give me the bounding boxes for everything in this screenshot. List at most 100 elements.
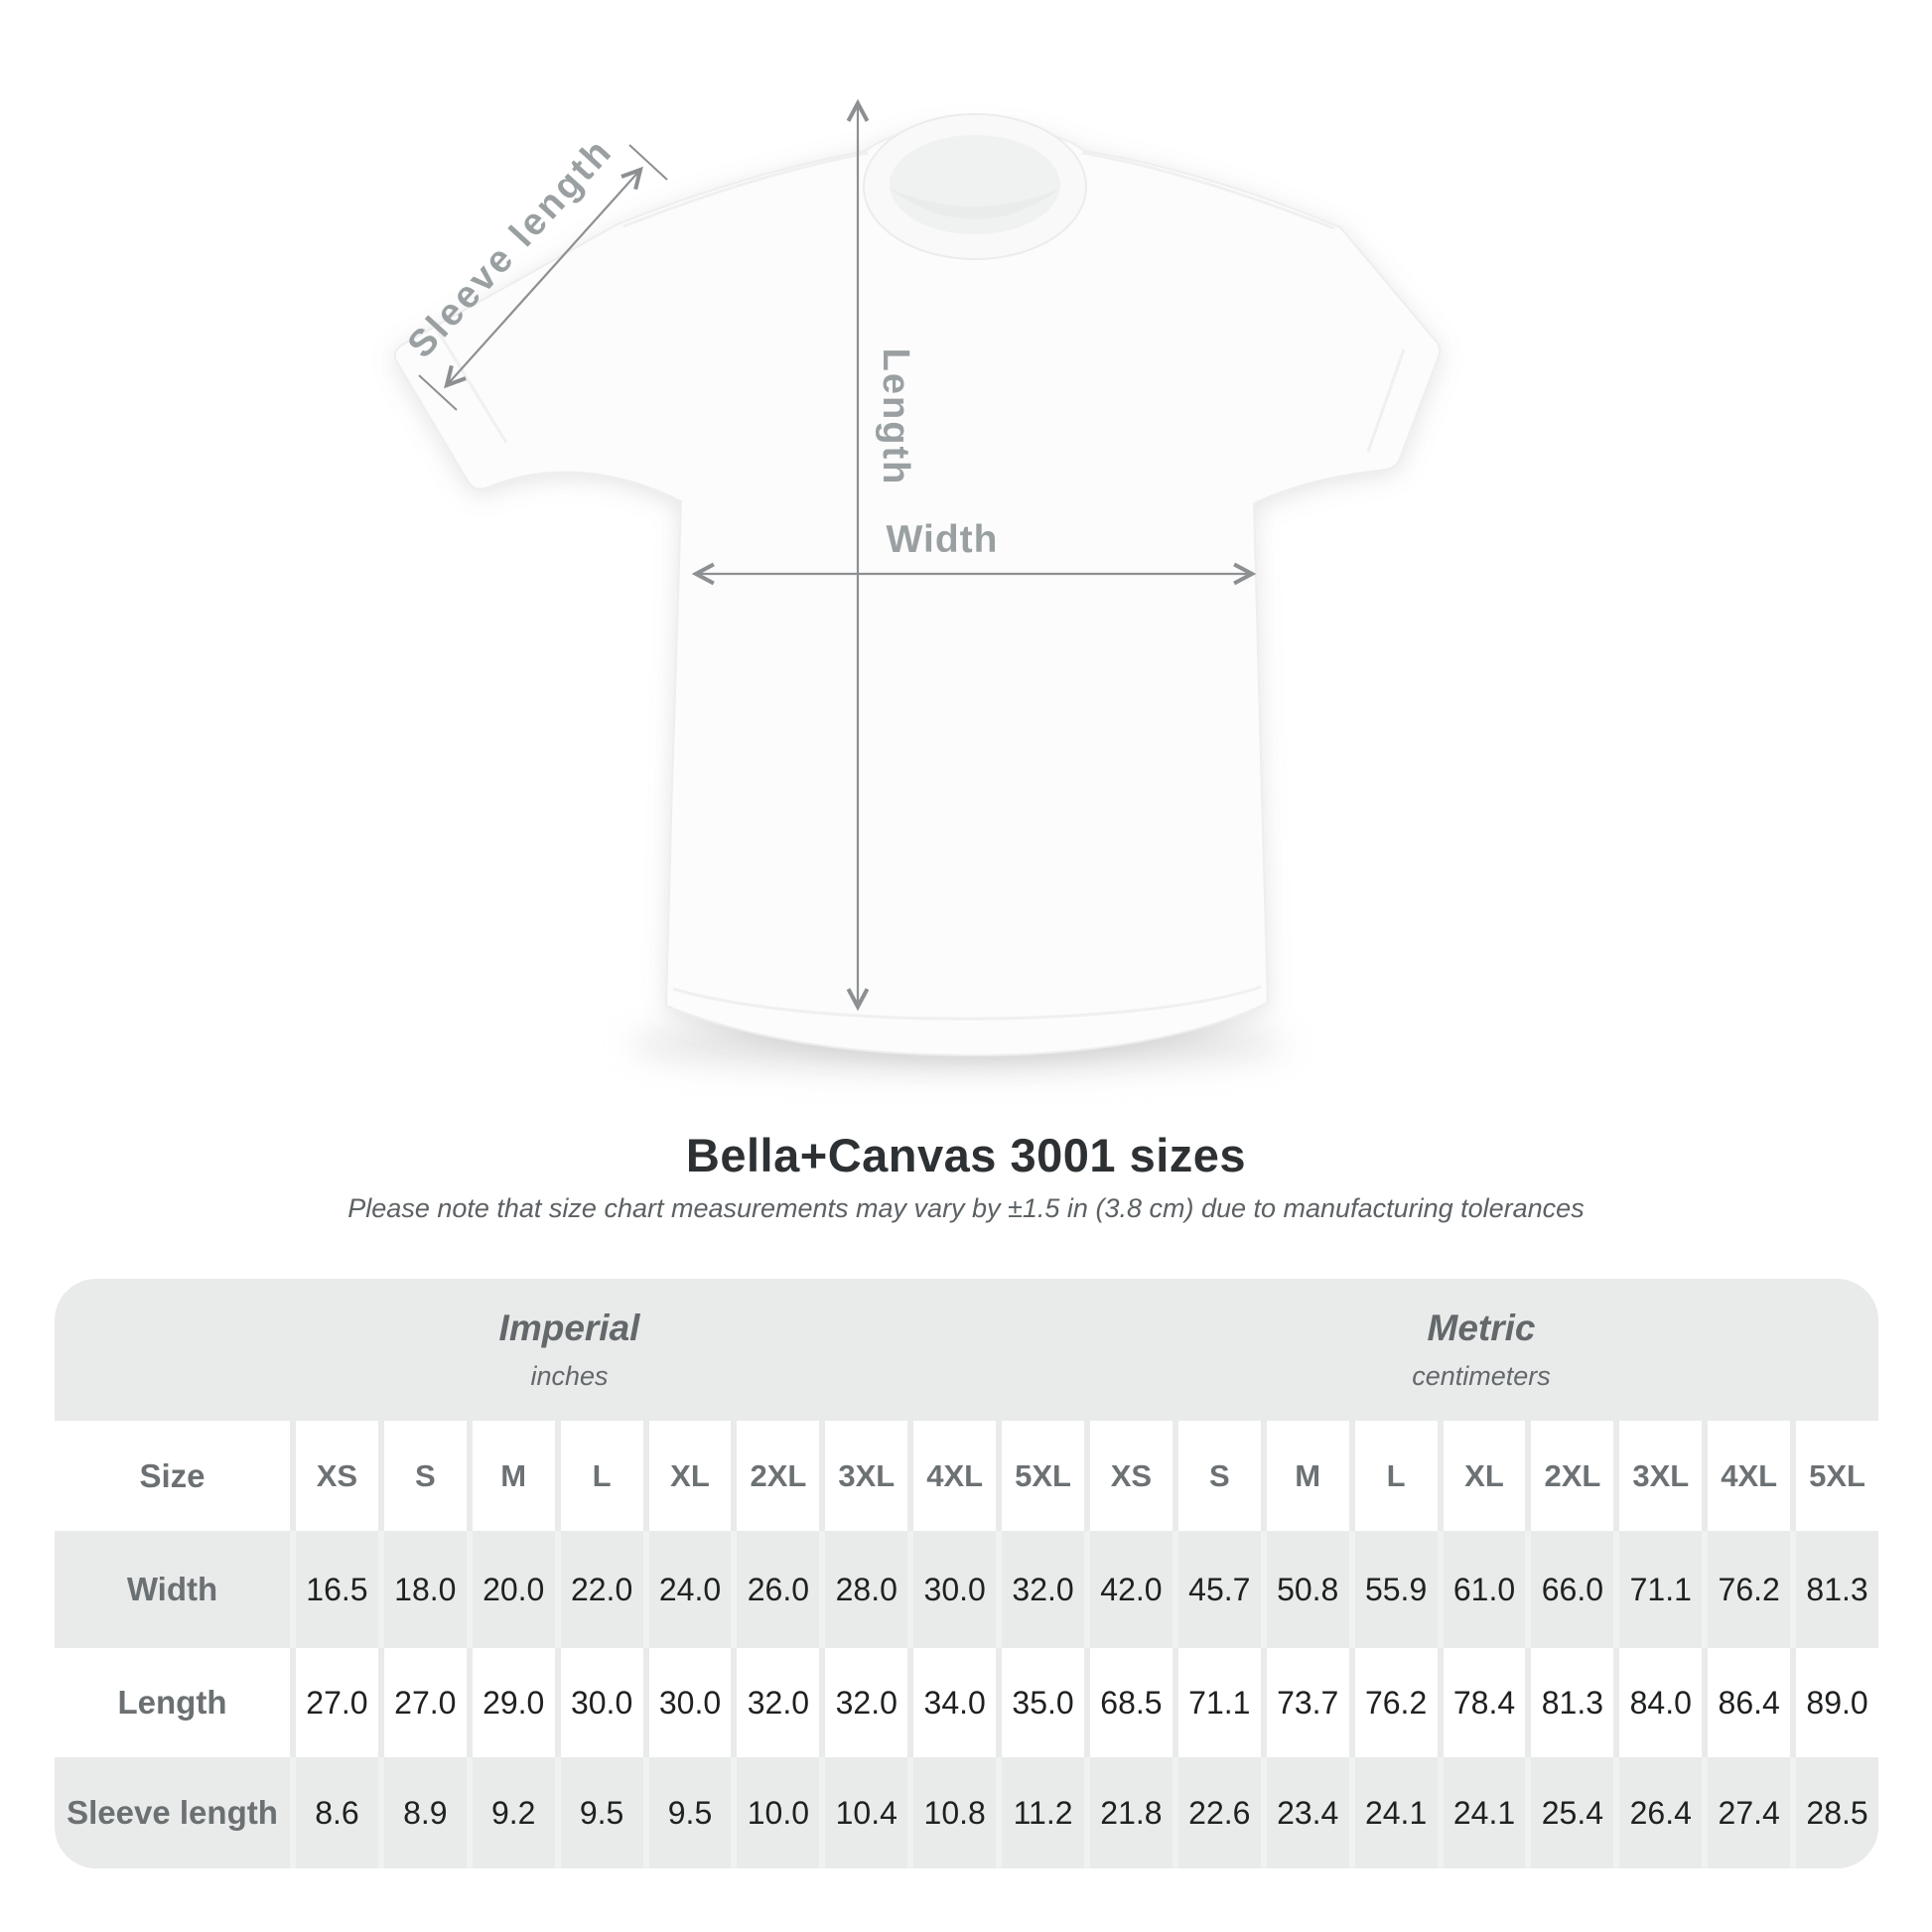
value-cell-imperial-m: 9.2 [466, 1757, 555, 1868]
value-cell-metric-5xl: 81.3 [1790, 1531, 1878, 1648]
sleeve-arrow-endcap-top [628, 144, 668, 181]
value-cell-metric-xl: 78.4 [1437, 1648, 1526, 1757]
width-row: Width 16.5 18.0 20.0 22.0 24.0 26.0 28.0 30.0 32… [55, 1531, 1878, 1648]
value-cell-metric-3xl: 84.0 [1613, 1648, 1703, 1757]
value-cell-imperial-xl: 30.0 [642, 1648, 732, 1757]
value-cell-imperial-m: 20.0 [466, 1531, 555, 1648]
value-cell-metric-xs: 42.0 [1083, 1531, 1173, 1648]
column-header-imperial-3xl: 3XL [819, 1421, 908, 1531]
imperial-label: Imperial [498, 1308, 640, 1348]
column-header-imperial-5xl: 5XL [996, 1421, 1084, 1531]
value-cell-imperial-5xl: 35.0 [996, 1648, 1084, 1757]
column-header-imperial-m: M [466, 1421, 555, 1531]
value-cell-imperial-3xl: 28.0 [819, 1531, 907, 1648]
column-header-metric-l: L [1348, 1421, 1438, 1531]
value-cell-imperial-2xl: 26.0 [731, 1531, 819, 1648]
value-cell-metric-l: 55.9 [1348, 1531, 1438, 1648]
value-cell-imperial-4xl: 30.0 [907, 1531, 996, 1648]
value-cell-metric-m: 50.8 [1260, 1531, 1349, 1648]
value-cell-imperial-xs: 16.5 [290, 1531, 378, 1648]
column-header-imperial-s: S [377, 1421, 467, 1531]
value-cell-imperial-l: 30.0 [554, 1648, 643, 1757]
column-header-metric-2xl: 2XL [1525, 1421, 1614, 1531]
value-cell-imperial-4xl: 34.0 [907, 1648, 997, 1757]
value-cell-metric-4xl: 86.4 [1702, 1648, 1791, 1757]
size-chart-table: Imperial inches Metric centimeters Size … [55, 1279, 1878, 1868]
value-cell-imperial-xs: 8.6 [290, 1757, 378, 1868]
value-cell-metric-2xl: 66.0 [1525, 1531, 1613, 1648]
value-cell-imperial-s: 18.0 [377, 1531, 467, 1648]
value-cell-imperial-m: 29.0 [466, 1648, 555, 1757]
value-cell-imperial-s: 8.9 [377, 1757, 467, 1868]
imperial-group-header: Imperial inches [55, 1279, 1084, 1421]
value-cell-metric-3xl: 71.1 [1613, 1531, 1702, 1648]
row-label-sleeve-length: Sleeve length [67, 1794, 278, 1831]
imperial-unit-label: inches [530, 1361, 609, 1391]
value-cell-metric-l: 76.2 [1348, 1648, 1438, 1757]
length-label: Length [875, 348, 916, 486]
page-title: Bella+Canvas 3001 sizes [685, 1129, 1247, 1181]
column-header-metric-3xl: 3XL [1613, 1421, 1703, 1531]
tshirt-diagram: Sleeve length Length Width [393, 98, 1442, 1070]
value-cell-imperial-xl: 24.0 [642, 1531, 732, 1648]
value-cell-imperial-5xl: 11.2 [996, 1757, 1084, 1868]
value-cell-imperial-xs: 27.0 [290, 1648, 378, 1757]
value-cell-imperial-5xl: 32.0 [996, 1531, 1084, 1648]
column-header-metric-4xl: 4XL [1702, 1421, 1791, 1531]
column-header-metric-s: S [1172, 1421, 1261, 1531]
value-cell-metric-xs: 68.5 [1083, 1648, 1173, 1757]
value-cell-metric-xs: 21.8 [1083, 1757, 1173, 1868]
value-cell-imperial-3xl: 32.0 [819, 1648, 908, 1757]
value-cell-metric-4xl: 27.4 [1702, 1757, 1790, 1868]
value-cell-metric-xl: 24.1 [1437, 1757, 1526, 1868]
metric-group-header: Metric centimeters [1084, 1279, 1878, 1421]
column-header-metric-m: M [1260, 1421, 1349, 1531]
value-cell-imperial-s: 27.0 [377, 1648, 467, 1757]
value-cell-metric-l: 24.1 [1348, 1757, 1438, 1868]
value-cell-metric-3xl: 26.4 [1613, 1757, 1702, 1868]
column-header-imperial-2xl: 2XL [731, 1421, 820, 1531]
value-cell-metric-m: 23.4 [1260, 1757, 1349, 1868]
metric-unit-label: centimeters [1412, 1361, 1551, 1391]
value-cell-metric-s: 45.7 [1172, 1531, 1261, 1648]
value-cell-imperial-2xl: 32.0 [731, 1648, 820, 1757]
value-cell-metric-4xl: 76.2 [1702, 1531, 1790, 1648]
value-cell-metric-s: 22.6 [1172, 1757, 1261, 1868]
shirt-seams [431, 151, 1406, 1021]
size-header-row: Size XS S M L XL 2XL 3XL 4XL 5XL XS S M L XL 2XL 3XL 4XL… [55, 1421, 1878, 1531]
size-tolerance-note: Please note that size chart measurements… [347, 1193, 1585, 1223]
value-cell-imperial-2xl: 10.0 [731, 1757, 819, 1868]
column-header-imperial-xs: XS [290, 1421, 378, 1531]
unit-group-header-row: Imperial inches Metric centimeters [55, 1279, 1878, 1421]
value-cell-imperial-4xl: 10.8 [907, 1757, 996, 1868]
sleeve-length-arrow [444, 166, 643, 389]
column-header-metric-5xl: 5XL [1790, 1421, 1878, 1531]
sleeve-arrow-endcap-bottom [418, 374, 458, 411]
value-cell-imperial-l: 9.5 [554, 1757, 643, 1868]
value-cell-imperial-xl: 9.5 [642, 1757, 732, 1868]
value-cell-metric-xl: 61.0 [1437, 1531, 1526, 1648]
row-label-width: Width [126, 1571, 218, 1607]
column-header-imperial-xl: XL [642, 1421, 732, 1531]
value-cell-metric-s: 71.1 [1172, 1648, 1261, 1757]
column-header-imperial-4xl: 4XL [907, 1421, 997, 1531]
sleeve-length-row: Sleeve length 8.6 8.9 9.2 9.5 9.5 10.0 10.4 10.… [55, 1757, 1878, 1868]
column-header-metric-xs: XS [1083, 1421, 1173, 1531]
value-cell-metric-m: 73.7 [1260, 1648, 1349, 1757]
size-column-header: Size [55, 1421, 290, 1531]
length-row: Length 27.0 27.0 29.0 30.0 30.0 32.0 32.0 34.0 3… [55, 1648, 1878, 1757]
metric-label: Metric [1427, 1308, 1536, 1348]
width-label: Width [887, 518, 999, 561]
value-cell-imperial-l: 22.0 [554, 1531, 643, 1648]
value-cell-metric-2xl: 81.3 [1525, 1648, 1614, 1757]
collar-inner-shadow [890, 189, 1060, 219]
row-label-length: Length [55, 1648, 290, 1757]
value-cell-metric-5xl: 89.0 [1790, 1648, 1878, 1757]
value-cell-imperial-3xl: 10.4 [819, 1757, 907, 1868]
value-cell-metric-2xl: 25.4 [1525, 1757, 1613, 1868]
value-cell-metric-5xl: 28.5 [1790, 1757, 1878, 1868]
column-header-metric-xl: XL [1437, 1421, 1526, 1531]
column-header-imperial-l: L [554, 1421, 643, 1531]
tshirt-illustration [393, 124, 1442, 1057]
